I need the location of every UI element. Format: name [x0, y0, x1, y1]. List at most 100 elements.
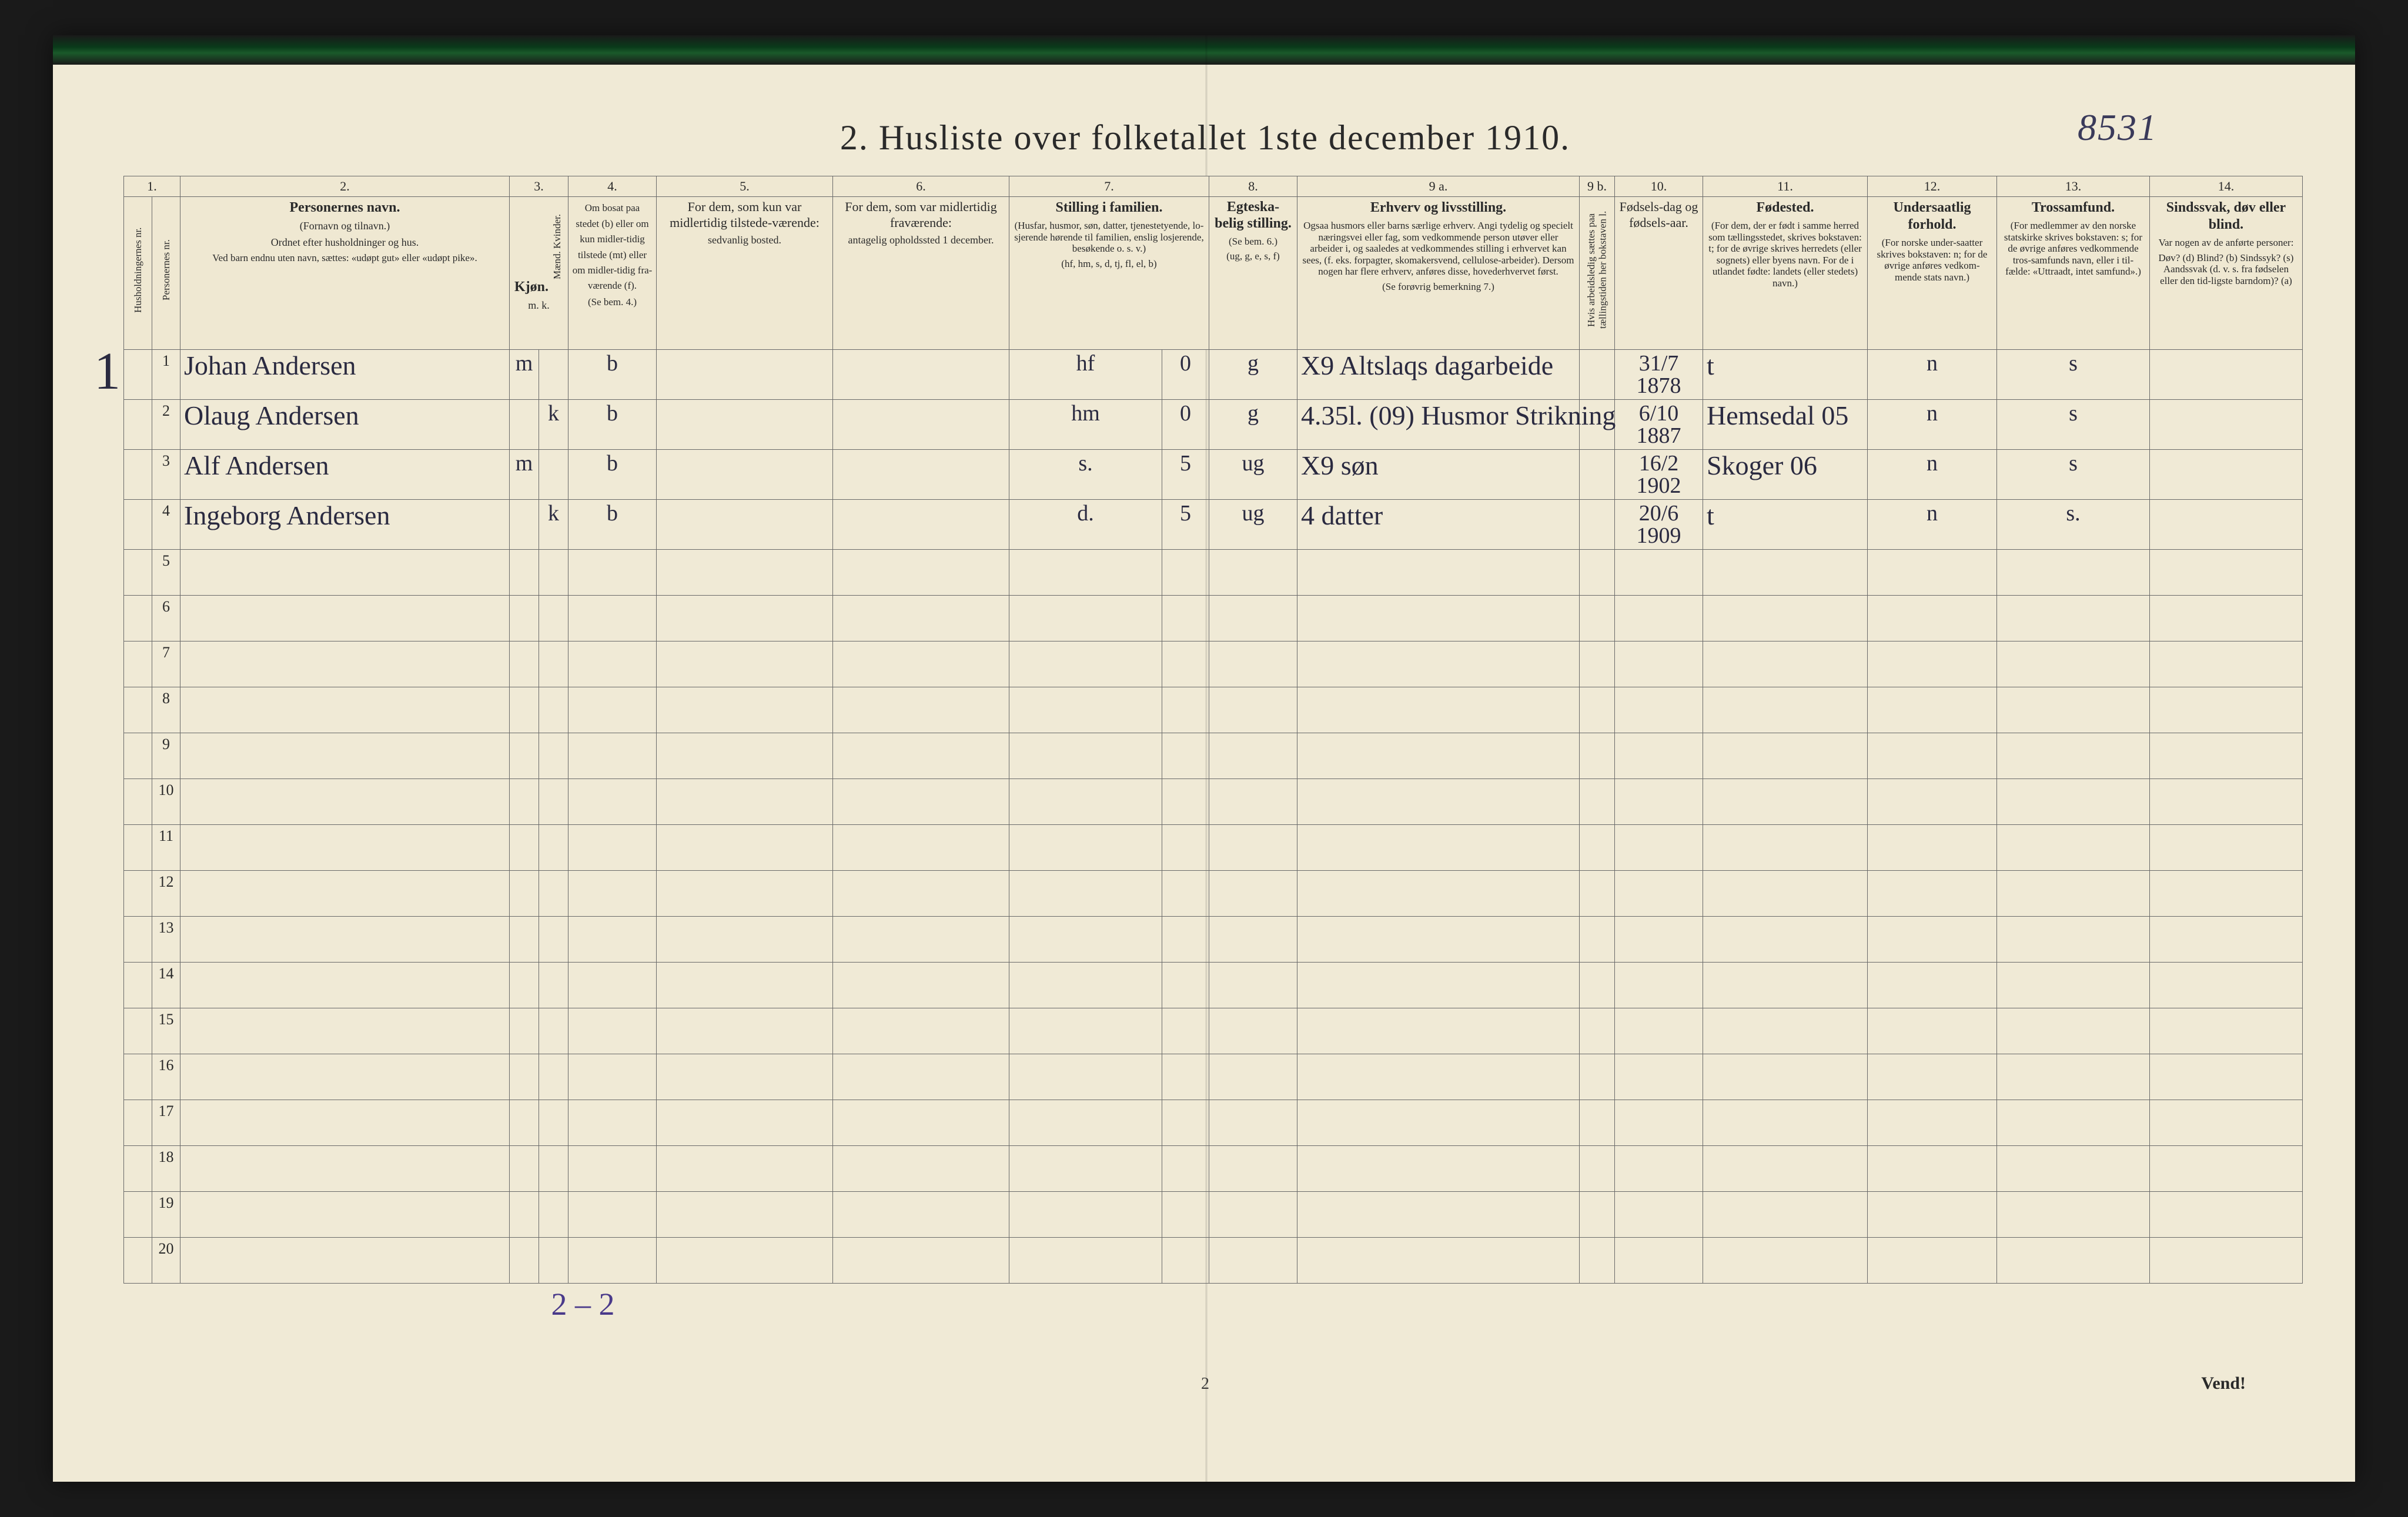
cell-pn: 19 [152, 1192, 180, 1238]
cell-nat [1868, 1100, 1997, 1146]
cell-rel [1997, 963, 2150, 1008]
cell-dis [2150, 350, 2303, 400]
cell-occ [1297, 550, 1580, 596]
cell-unemp [1580, 596, 1615, 641]
cell-dis [2150, 1008, 2303, 1054]
cell-absent [833, 1008, 1009, 1054]
cell-nat: n [1868, 400, 1997, 450]
cell-res: b [568, 500, 657, 550]
cell-fam2 [1162, 1146, 1209, 1192]
cell-unemp [1580, 917, 1615, 963]
cell-occ [1297, 871, 1580, 917]
cell-place [1703, 1100, 1868, 1146]
cell-res [568, 1008, 657, 1054]
cell-fam2 [1162, 733, 1209, 779]
cell-res [568, 917, 657, 963]
cell-away [657, 779, 833, 825]
cell-unemp [1580, 871, 1615, 917]
cell-unemp [1580, 825, 1615, 871]
cell-nat [1868, 550, 1997, 596]
cell-hh [124, 641, 152, 687]
cell-absent [833, 641, 1009, 687]
cell-res: b [568, 450, 657, 500]
cell-res [568, 641, 657, 687]
cell-sex_k [539, 450, 568, 500]
cell-dis [2150, 825, 2303, 871]
cell-fam2 [1162, 917, 1209, 963]
cell-mar: ug [1209, 500, 1297, 550]
cell-pn: 1 [152, 350, 180, 400]
table-row: 4Ingeborg Andersenkbd.5ug4 datter20/6 19… [124, 500, 2303, 550]
cell-dis [2150, 500, 2303, 550]
cell-fam2 [1162, 1100, 1209, 1146]
cell-sex_k [539, 1146, 568, 1192]
cell-birth [1615, 1192, 1703, 1238]
cell-fam [1009, 1146, 1162, 1192]
cell-hh [124, 963, 152, 1008]
cell-place [1703, 641, 1868, 687]
colnum-12: 12. [1868, 176, 1997, 197]
cell-occ: 4.35l. (09) Husmor Strikning [1297, 400, 1580, 450]
cell-fam2 [1162, 596, 1209, 641]
cell-unemp [1580, 641, 1615, 687]
cell-dis [2150, 917, 2303, 963]
cell-rel [1997, 825, 2150, 871]
cell-mar [1209, 550, 1297, 596]
cell-nat: n [1868, 450, 1997, 500]
cell-place [1703, 733, 1868, 779]
cell-absent [833, 596, 1009, 641]
cell-hh [124, 450, 152, 500]
cell-nat [1868, 871, 1997, 917]
cell-absent [833, 550, 1009, 596]
cell-res: b [568, 400, 657, 450]
cell-away [657, 500, 833, 550]
cell-hh [124, 1054, 152, 1100]
colnum-3: 3. [510, 176, 568, 197]
cell-unemp [1580, 1146, 1615, 1192]
cell-birth [1615, 641, 1703, 687]
cell-pn: 14 [152, 963, 180, 1008]
cell-pn: 4 [152, 500, 180, 550]
colnum-13: 13. [1997, 176, 2150, 197]
cell-absent [833, 1054, 1009, 1100]
cell-dis [2150, 1054, 2303, 1100]
cell-occ [1297, 1054, 1580, 1100]
table-row: 6 [124, 596, 2303, 641]
cell-sex_k [539, 825, 568, 871]
colnum-6: 6. [833, 176, 1009, 197]
cell-res [568, 963, 657, 1008]
cell-place [1703, 1008, 1868, 1054]
cell-sex_k [539, 350, 568, 400]
cell-place: t [1703, 500, 1868, 550]
cell-mar [1209, 733, 1297, 779]
cell-birth [1615, 1146, 1703, 1192]
cell-sex_m [510, 917, 539, 963]
cell-rel: s [1997, 350, 2150, 400]
cell-dis [2150, 450, 2303, 500]
cell-fam [1009, 825, 1162, 871]
cell-dis [2150, 1192, 2303, 1238]
cell-name: Johan Andersen [180, 350, 510, 400]
page-title-row: 2. Husliste over folketallet 1ste decemb… [123, 118, 2287, 158]
cell-unemp [1580, 1100, 1615, 1146]
cell-sex_m [510, 400, 539, 450]
cell-rel [1997, 641, 2150, 687]
cell-sex_m [510, 1146, 539, 1192]
cell-fam2 [1162, 825, 1209, 871]
table-row: 18 [124, 1146, 2303, 1192]
cell-name [180, 825, 510, 871]
cell-nat [1868, 963, 1997, 1008]
cell-mar [1209, 1238, 1297, 1284]
cell-nat [1868, 825, 1997, 871]
cell-mar [1209, 641, 1297, 687]
colnum-1: 1. [124, 176, 180, 197]
cell-sex_m [510, 550, 539, 596]
cell-fam [1009, 733, 1162, 779]
cell-sex_m: m [510, 350, 539, 400]
cell-unemp [1580, 1054, 1615, 1100]
hdr-marital: Egteska-belig stilling. (Se bem. 6.) (ug… [1209, 197, 1297, 350]
cell-sex_k [539, 687, 568, 733]
cell-absent [833, 500, 1009, 550]
cell-nat: n [1868, 500, 1997, 550]
cell-fam [1009, 917, 1162, 963]
